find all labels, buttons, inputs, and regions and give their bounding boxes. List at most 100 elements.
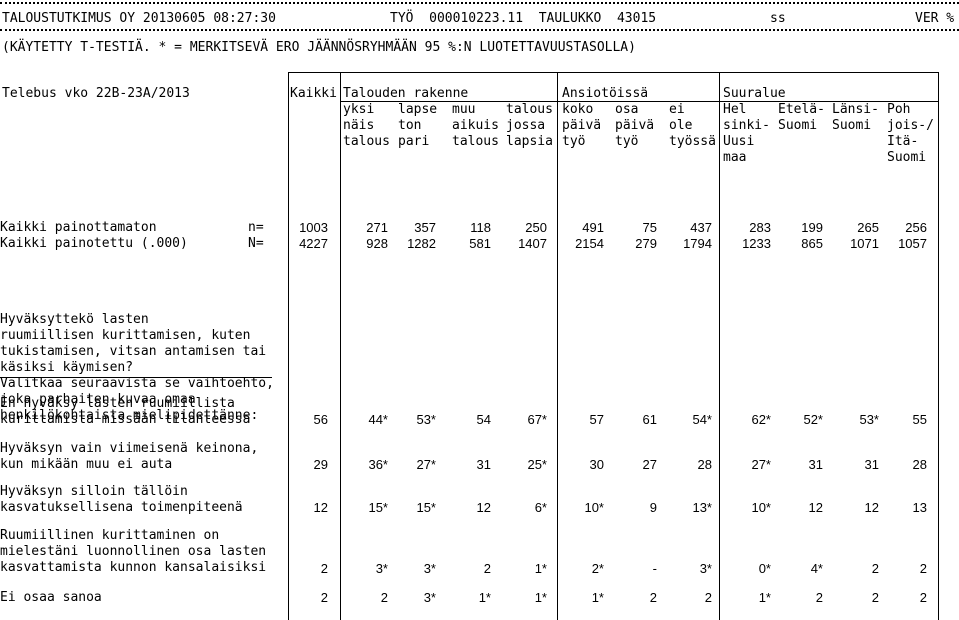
answer-row-5-col-4: 1* (478, 590, 491, 605)
answer-row-4-col-1: 2 (320, 561, 328, 576)
col-divider-work-right (719, 72, 720, 620)
count-row-2-col-8: 1794 (683, 236, 712, 251)
count-row-2-col-9: 1233 (742, 236, 771, 251)
answer-row-5-col-9: 1* (758, 590, 771, 605)
count-row-1-col-7: 75 (642, 220, 657, 235)
work-group-underline (557, 101, 719, 102)
count-row-2-col-1: 4227 (299, 236, 328, 251)
answer-row-3-col-9: 10* (751, 500, 771, 515)
subheader-southern-finland: Etelä- Suomi (778, 102, 825, 133)
answer-label-natural-part: Ruumiillinen kurittaminen on mielestäni l… (0, 528, 267, 575)
answer-row-4-col-11: 2 (871, 561, 879, 576)
top-dotted-rule (0, 2, 959, 4)
ss-label: ss (770, 11, 786, 26)
table-top-border (288, 72, 938, 73)
answer-row-4-col-2: 3* (375, 561, 388, 576)
answer-label-last-resort: Hyväksyn vain viimeisenä keinona, kun mik… (0, 441, 259, 472)
answer-row-3-col-12: 13 (912, 500, 927, 515)
answer-row-1-col-9: 62* (751, 412, 771, 427)
count-row-1-col-3: 357 (414, 220, 436, 235)
answer-row-4-col-6: 2* (591, 561, 604, 576)
answer-row-4-col-9: 0* (758, 561, 771, 576)
answer-row-5-col-10: 2 (815, 590, 823, 605)
significance-note: (KÄYTETTY T-TESTIÄ. * = MERKITSEVÄ ERO J… (2, 40, 636, 55)
count-row-2-col-7: 279 (635, 236, 657, 251)
answer-row-4-col-4: 2 (483, 561, 491, 576)
answer-row-4-col-10: 4* (810, 561, 823, 576)
answer-row-4-col-3: 3* (423, 561, 436, 576)
question-text: Hyväksyttekö lasten ruumiillisen kurittam… (0, 312, 274, 423)
count-row-1-col-5: 250 (525, 220, 547, 235)
table-right-border (938, 72, 939, 620)
answer-row-4-col-5: 1* (534, 561, 547, 576)
count-label-unweighted: Kaikki painottamaton (0, 220, 157, 235)
answer-row-3-col-8: 13* (692, 500, 712, 515)
header-work-group: Ansiotöissä (562, 86, 649, 101)
subheader-parttime: osa päivä työ (615, 102, 655, 149)
job-table-id: TYÖ 000010223.11 TAULUKKO 43015 (390, 11, 657, 26)
answer-row-4-col-12: 2 (919, 561, 927, 576)
answer-row-2-col-9: 27* (751, 457, 771, 472)
ver-percent-label: VER % (915, 11, 955, 26)
answer-row-2-col-10: 31 (808, 457, 823, 472)
answer-row-2-col-8: 28 (697, 457, 712, 472)
count-row-2-col-6: 2154 (575, 236, 604, 251)
count-row-2-col-2: 928 (366, 236, 388, 251)
answer-row-3-col-6: 10* (584, 500, 604, 515)
answer-row-1-col-10: 52* (803, 412, 823, 427)
count-row-1-col-9: 283 (749, 220, 771, 235)
subheader-other-adult: muu aikuis talous (452, 102, 499, 149)
answer-row-3-col-2: 15* (368, 500, 388, 515)
answer-row-1-col-12: 55 (912, 412, 927, 427)
survey-name: Telebus vko 22B-23A/2013 (2, 86, 190, 101)
count-row-1-col-8: 437 (690, 220, 712, 235)
count-symbol-unweighted: n= (248, 220, 264, 235)
answer-row-1-col-4: 54 (476, 412, 491, 427)
answer-row-5-col-6: 1* (591, 590, 604, 605)
subheader-fulltime: koko päivä työ (562, 102, 602, 149)
answer-row-2-col-12: 28 (912, 457, 927, 472)
subheader-household-children: talous jossa lapsia (506, 102, 553, 149)
subheader-single-household: yksi näis talous (343, 102, 390, 149)
col-divider-household-right (557, 72, 558, 620)
count-row-1-col-2: 271 (366, 220, 388, 235)
answer-row-5-col-8: 2 (704, 590, 712, 605)
count-row-1-col-6: 491 (582, 220, 604, 235)
answer-row-2-col-5: 25* (527, 457, 547, 472)
header-household-group: Talouden rakenne (343, 86, 469, 101)
answer-row-5-col-12: 2 (919, 590, 927, 605)
subheader-north-east-finland: Poh jois-/Itä- Suomi (887, 102, 934, 165)
answer-row-3-col-1: 12 (313, 500, 328, 515)
count-row-2-col-5: 1407 (518, 236, 547, 251)
subheader-helsinki-uusimaa: Hel sinki- Uusi maa (723, 102, 770, 165)
count-row-2-col-11: 1071 (850, 236, 879, 251)
region-group-underline (719, 101, 938, 102)
answer-row-2-col-2: 36* (368, 457, 388, 472)
header-total: Kaikki (290, 86, 337, 101)
answer-row-1-col-11: 53* (859, 412, 879, 427)
answer-row-2-col-1: 29 (313, 457, 328, 472)
household-group-underline (340, 101, 557, 102)
count-row-1-col-12: 256 (905, 220, 927, 235)
count-row-2-col-12: 1057 (898, 236, 927, 251)
count-row-1-col-11: 265 (857, 220, 879, 235)
answer-row-2-col-4: 31 (476, 457, 491, 472)
answer-label-occasionally: Hyväksyn silloin tällöin kasvatuksellisen… (0, 484, 243, 515)
answer-row-1-col-5: 67* (527, 412, 547, 427)
answer-row-1-col-1: 56 (313, 412, 328, 427)
count-row-2-col-3: 1282 (407, 236, 436, 251)
subheader-not-working: ei ole työssä (669, 102, 716, 149)
subheader-childless-couple: lapse ton pari (398, 102, 438, 149)
answer-row-3-col-4: 12 (476, 500, 491, 515)
answer-row-1-col-8: 54* (692, 412, 712, 427)
answer-row-1-col-7: 61 (642, 412, 657, 427)
question-underline (0, 377, 272, 378)
answer-row-1-col-6: 57 (589, 412, 604, 427)
answer-row-2-col-7: 27 (642, 457, 657, 472)
answer-row-4-col-8: 3* (699, 561, 712, 576)
count-row-1-col-10: 199 (801, 220, 823, 235)
answer-row-3-col-10: 12 (808, 500, 823, 515)
answer-label-dont-know: Ei osaa sanoa (0, 590, 102, 605)
answer-row-1-col-3: 53* (416, 412, 436, 427)
answer-row-4-col-7: - (652, 561, 657, 576)
